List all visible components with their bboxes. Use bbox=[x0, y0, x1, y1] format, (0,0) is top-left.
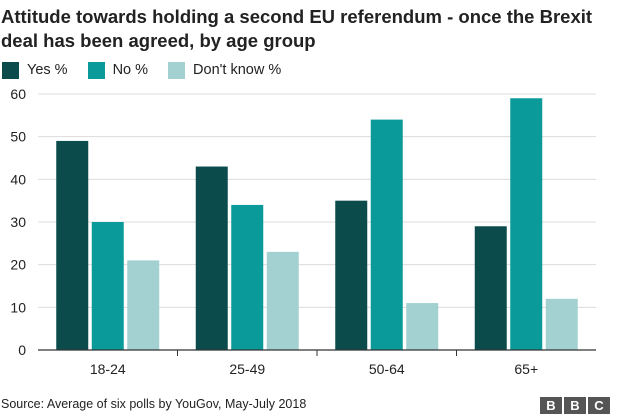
bar bbox=[474, 226, 507, 350]
bar bbox=[266, 251, 299, 350]
bar bbox=[545, 298, 578, 350]
chart-title: Attitude towards holding a second EU ref… bbox=[1, 6, 593, 51]
y-tick-label: 30 bbox=[10, 214, 26, 230]
legend-swatch-yes bbox=[2, 61, 19, 79]
bbc-logo-letter: B bbox=[564, 397, 586, 414]
bar bbox=[195, 166, 228, 350]
y-tick-label: 20 bbox=[10, 257, 26, 273]
y-tick-label: 50 bbox=[10, 129, 26, 145]
bbc-logo-letter: C bbox=[588, 397, 610, 414]
bar bbox=[510, 98, 543, 351]
legend-label-no: No % bbox=[112, 62, 149, 78]
x-tick-label: 50-64 bbox=[369, 361, 405, 377]
source-note: Source: Average of six polls by YouGov, … bbox=[1, 397, 307, 411]
legend-swatch-dont-know bbox=[168, 61, 186, 79]
bbc-logo-letter: B bbox=[540, 397, 562, 414]
bar bbox=[127, 260, 160, 350]
legend-label-dont-know: Don't know % bbox=[193, 62, 282, 78]
x-tick-label: 25-49 bbox=[229, 361, 265, 377]
legend: Yes % No % Don't know % bbox=[2, 60, 301, 80]
y-tick-label: 0 bbox=[18, 342, 26, 358]
bar bbox=[335, 200, 368, 350]
legend-label-yes: Yes % bbox=[27, 62, 68, 78]
legend-item-no: No % bbox=[87, 61, 149, 79]
bar bbox=[231, 204, 264, 350]
bar bbox=[56, 140, 89, 350]
bar bbox=[91, 222, 124, 350]
bbc-logo: B B C bbox=[540, 397, 610, 414]
y-tick-label: 60 bbox=[10, 86, 26, 102]
x-tick-label: 65+ bbox=[514, 361, 538, 377]
legend-item-yes: Yes % bbox=[2, 61, 68, 79]
bar bbox=[406, 303, 439, 350]
y-tick-label: 10 bbox=[10, 299, 26, 315]
x-tick-label: 18-24 bbox=[90, 361, 126, 377]
legend-item-dont-know: Don't know % bbox=[168, 61, 282, 79]
bar bbox=[370, 119, 403, 350]
y-tick-label: 40 bbox=[10, 171, 26, 187]
legend-swatch-no bbox=[87, 61, 105, 79]
